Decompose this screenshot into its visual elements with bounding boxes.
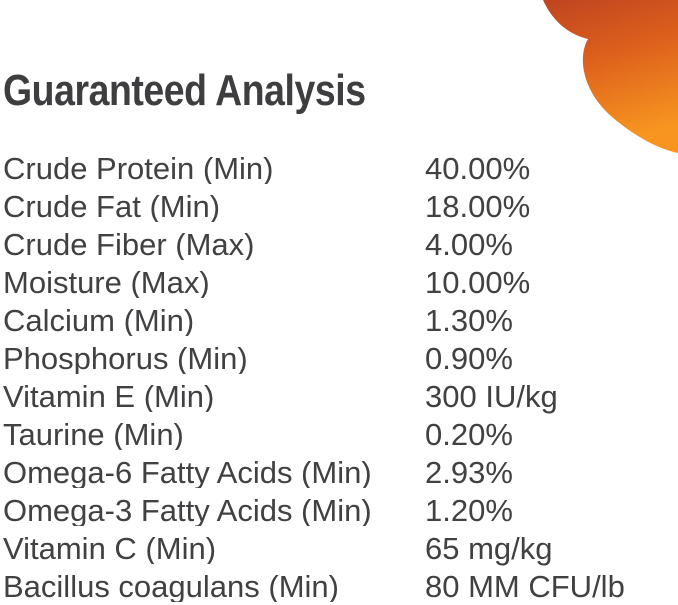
nutrient-value: 1.30% [425, 302, 513, 338]
nutrient-value: 80 MM CFU/lb [425, 568, 625, 604]
analysis-row: Vitamin E (Min) 300 IU/kg [3, 377, 675, 415]
nutrient-label: Crude Fat (Min) [3, 190, 221, 222]
analysis-row: Crude Fiber (Max) 4.00% [3, 225, 675, 263]
nutrient-value: 0.20% [425, 416, 513, 452]
analysis-row: Taurine (Min) 0.20% [3, 415, 675, 453]
nutrient-label: Vitamin E (Min) [3, 380, 215, 412]
analysis-row: Crude Fat (Min) 18.00% [3, 187, 675, 225]
section-title: Guaranteed Analysis [3, 66, 366, 115]
nutrient-label: Omega-6 Fatty Acids (Min) [3, 456, 372, 488]
nutrient-value: 1.20% [425, 492, 513, 528]
analysis-row: Bacillus coagulans (Min) 80 MM CFU/lb [3, 567, 675, 605]
nutrient-value: 300 IU/kg [425, 378, 558, 414]
nutrient-label: Taurine (Min) [3, 418, 184, 450]
guaranteed-analysis-table: Crude Protein (Min) 40.00% Crude Fat (Mi… [3, 149, 675, 605]
nutrient-value: 10.00% [425, 264, 531, 300]
nutrient-value: 4.00% [425, 226, 513, 262]
analysis-row: Moisture (Max) 10.00% [3, 263, 675, 301]
nutrient-value: 2.93% [425, 454, 513, 490]
nutrient-label: Vitamin C (Min) [3, 532, 217, 564]
analysis-row: Phosphorus (Min) 0.90% [3, 339, 675, 377]
analysis-row: Omega-6 Fatty Acids (Min) 2.93% [3, 453, 675, 491]
nutrient-label: Bacillus coagulans (Min) [3, 570, 339, 602]
nutrient-value: 65 mg/kg [425, 530, 553, 566]
swoosh-wave-shape [543, 0, 678, 153]
nutrient-label: Crude Fiber (Max) [3, 228, 255, 260]
analysis-row: Vitamin C (Min) 65 mg/kg [3, 529, 675, 567]
analysis-row: Calcium (Min) 1.30% [3, 301, 675, 339]
nutrient-label: Omega-3 Fatty Acids (Min) [3, 494, 372, 526]
nutrient-label: Moisture (Max) [3, 266, 210, 298]
nutrient-label: Crude Protein (Min) [3, 152, 274, 184]
analysis-row: Crude Protein (Min) 40.00% [3, 149, 675, 187]
nutrient-label: Calcium (Min) [3, 304, 195, 336]
nutrient-value: 0.90% [425, 340, 513, 376]
nutrient-value: 40.00% [425, 150, 531, 186]
nutrient-label: Phosphorus (Min) [3, 342, 248, 374]
nutrient-value: 18.00% [425, 188, 531, 224]
analysis-row: Omega-3 Fatty Acids (Min) 1.20% [3, 491, 675, 529]
